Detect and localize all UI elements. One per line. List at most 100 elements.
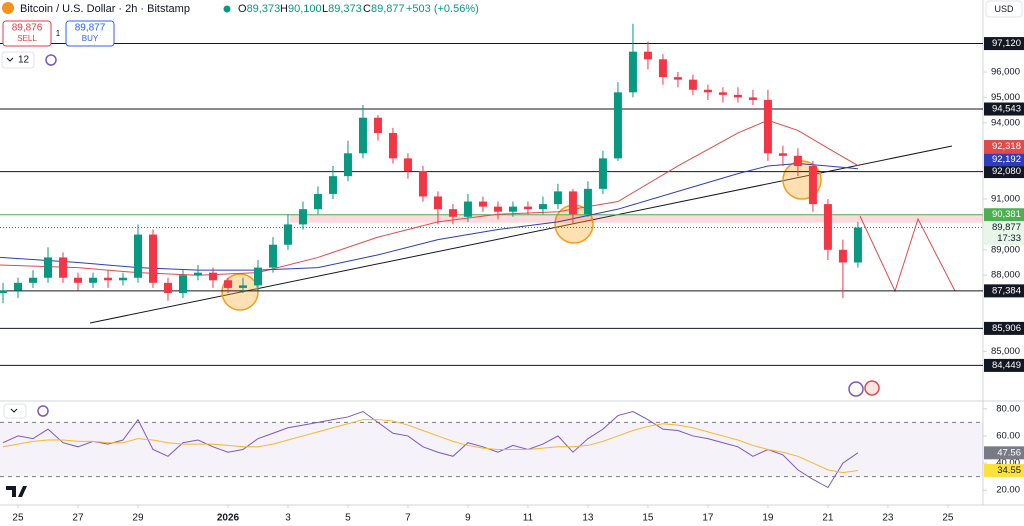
candle-body [0, 290, 7, 293]
event-icon[interactable] [848, 381, 864, 397]
x-tick-label: 29 [132, 513, 144, 524]
candle-body [388, 132, 397, 159]
level-label-bg [984, 165, 1024, 179]
candle-body [268, 244, 277, 268]
ohlc-high: H90,100 [280, 3, 322, 15]
candle-body [613, 92, 622, 159]
level-label-bg [984, 284, 1024, 298]
candle-body [808, 165, 817, 205]
candle-body [328, 176, 337, 194]
y-tick-label: 60.00 [996, 430, 1020, 441]
rsi-label-bg [984, 463, 1024, 477]
sell-label: SELL [17, 34, 37, 43]
candle-body [703, 89, 712, 93]
candle-body [298, 209, 307, 225]
price-badge-bg [984, 221, 1024, 246]
candle-body [43, 257, 52, 278]
candle-body [208, 272, 217, 281]
x-tick-label: 17 [702, 513, 714, 524]
candle-body [823, 204, 832, 250]
tv-logo [6, 486, 27, 497]
currency: USD [994, 4, 1014, 14]
candle-body [643, 51, 652, 60]
candle-body [223, 280, 232, 288]
ohlc-open: O89,373 [238, 3, 280, 15]
y-tick-label: 95,000 [991, 92, 1020, 103]
candle-body [133, 234, 142, 278]
spread: 1 [56, 29, 61, 38]
x-tick-label: 2026 [217, 513, 240, 524]
candle-body [118, 277, 127, 281]
ohlc-close: C89,877 [363, 3, 405, 15]
rsi-line [2, 419, 858, 474]
currency-box[interactable] [985, 0, 1023, 18]
level-label: 87,384 [992, 285, 1021, 296]
candle-body [688, 79, 697, 90]
plot-layer [0, 23, 983, 489]
candle-body [148, 234, 157, 283]
candle-body [343, 153, 352, 177]
buy-button[interactable] [65, 20, 115, 47]
candle-body [793, 155, 802, 166]
candle-body [433, 196, 442, 210]
level-label-bg [984, 358, 1024, 372]
y-tick-label: 85,000 [991, 346, 1020, 357]
trend-line [89, 145, 953, 324]
projection-path [859, 215, 956, 293]
sell-price: 89,876 [12, 23, 43, 34]
candle-body [283, 224, 292, 245]
refresh-icon[interactable] [45, 54, 57, 66]
candle-body [523, 206, 532, 210]
price-badge: 89,877 [992, 222, 1021, 233]
candle-body [253, 267, 262, 286]
candle-body [58, 257, 67, 278]
buy-price: 89,877 [75, 23, 106, 34]
ma-label-bg [984, 140, 1024, 154]
x-tick-label: 5 [345, 513, 351, 524]
level-label-bg [984, 321, 1024, 335]
candle-body [508, 206, 517, 212]
ohlc-low: L89,373 [322, 3, 362, 15]
x-tick-label: 3 [285, 513, 291, 524]
x-tick-label: 21 [822, 513, 834, 524]
y-tick-label: 20.00 [996, 485, 1020, 496]
news-icon[interactable] [864, 380, 880, 396]
level-label: 94,543 [992, 104, 1021, 115]
candle-body [748, 97, 757, 100]
x-tick-label: 11 [523, 513, 534, 524]
y-tick-label: 94,000 [991, 117, 1020, 128]
x-tick-label: 9 [465, 513, 471, 524]
level-label-bg [984, 37, 1024, 51]
rsi-line [2, 410, 859, 489]
candle-body [313, 193, 322, 210]
highlight-circle [221, 273, 259, 311]
y-tick-label: 96,000 [991, 67, 1020, 78]
x-tick-label: 27 [72, 513, 84, 524]
indicator-count: 12 [18, 55, 30, 66]
refresh-icon[interactable] [37, 405, 49, 417]
market-status-dot [223, 5, 231, 13]
level-label-bg [984, 208, 1024, 222]
candle-body [493, 206, 502, 212]
level-label-bg [984, 102, 1024, 116]
ma-label: 92,192 [992, 154, 1021, 165]
y-tick-label: 91,000 [991, 194, 1020, 205]
candle-body [373, 117, 382, 133]
countdown: 17:33 [997, 233, 1021, 244]
bitcoin-icon [2, 2, 14, 14]
candle-body [103, 277, 112, 281]
buy-label: BUY [82, 34, 99, 43]
candle-body [73, 277, 82, 283]
candle-body [778, 153, 787, 156]
level-label: 90,381 [992, 209, 1021, 220]
y-tick-label: 89,000 [991, 244, 1020, 255]
x-tick-label: 25 [12, 513, 24, 524]
sell-button[interactable] [2, 20, 52, 47]
rsi-label: 47.56 [997, 447, 1021, 458]
price-change: +503 (+0.56%) [406, 3, 479, 15]
candle-body [418, 171, 427, 197]
indicator-toggle[interactable] [1, 51, 35, 69]
y-tick-label: 80.00 [996, 403, 1020, 414]
x-tick-label: 23 [882, 513, 894, 524]
